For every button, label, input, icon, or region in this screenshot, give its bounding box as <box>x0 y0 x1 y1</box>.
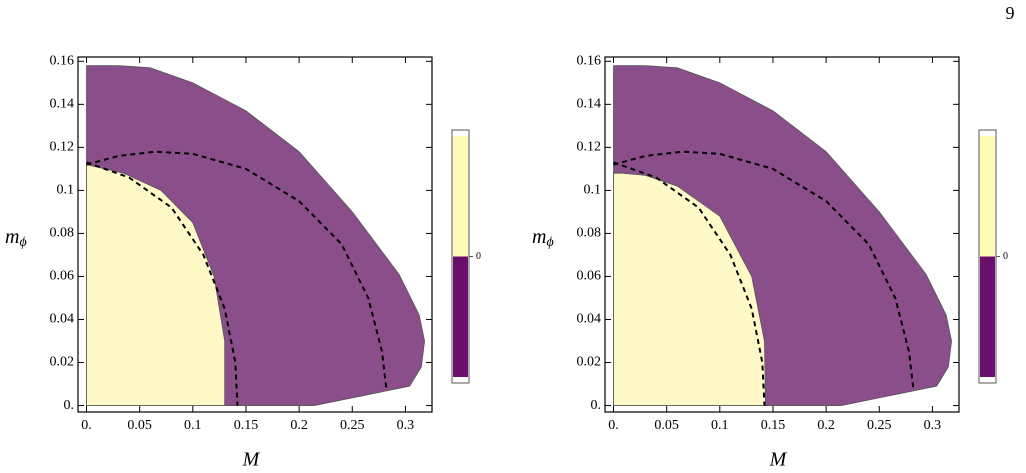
x-tick-label: 0.2 <box>290 418 308 433</box>
colorbar-lower <box>453 256 468 377</box>
x-tick-label: 0.3 <box>924 418 942 433</box>
y-axis-label: mϕ <box>5 226 27 251</box>
y-tick-label: 0.12 <box>50 140 75 155</box>
y-tick-label: 0.02 <box>50 355 75 370</box>
colorbar-lower <box>980 256 995 377</box>
y-tick-label: 0.14 <box>577 97 602 112</box>
y-axis-label-subscript: ϕ <box>19 235 26 250</box>
y-tick-label: 0.04 <box>577 312 602 327</box>
dashed-curve <box>86 161 239 406</box>
x-tick-label: 0.2 <box>817 418 835 433</box>
y-tick-label: 0.16 <box>577 54 602 69</box>
plot: 0. 0.05 0.1 0.15 0.2 0.25 0.3 0. 0.02 0.04 0.06 0.0… <box>532 54 1008 471</box>
y-tick-label: 0.12 <box>577 140 602 155</box>
dashed-curve <box>613 161 766 406</box>
y-tick-label: 0.06 <box>50 269 75 284</box>
colorbar-upper <box>980 136 995 257</box>
y-tick-label: 0.02 <box>577 355 602 370</box>
page-number: 9 <box>1006 3 1015 23</box>
y-tick-label: 0.08 <box>577 226 602 241</box>
x-tick-label: 0.15 <box>761 418 786 433</box>
y-tick-label: 0.1 <box>57 183 75 198</box>
x-tick-label: 0.25 <box>867 418 892 433</box>
y-axis-label-subscript: ϕ <box>546 235 553 250</box>
colorbar-tick-label: 0 <box>476 251 481 262</box>
y-tick-label: 0.14 <box>50 97 75 112</box>
y-tick-label: 0. <box>64 398 75 413</box>
x-tick-label: 0.15 <box>234 418 259 433</box>
y-axis-label-base: m <box>5 226 19 248</box>
dashed-curve <box>86 150 388 389</box>
y-tick-label: 0.04 <box>50 312 75 327</box>
colorbar-upper <box>453 136 468 257</box>
x-axis-label: M <box>242 449 261 471</box>
x-tick-label: 0. <box>608 418 619 433</box>
y-axis-label: mϕ <box>532 226 554 251</box>
y-tick-label: 0. <box>591 398 602 413</box>
x-tick-label: 0.3 <box>397 418 415 433</box>
region <box>613 172 766 406</box>
frame <box>604 56 960 413</box>
y-tick-label: 0.06 <box>577 269 602 284</box>
y-tick-label: 0.08 <box>50 226 75 241</box>
x-tick-label: 0.1 <box>711 418 729 433</box>
y-tick-label: 0.1 <box>584 183 602 198</box>
dashed-curve <box>613 150 915 389</box>
frame <box>77 56 433 413</box>
colorbar-tick-label: 0 <box>1003 251 1008 262</box>
x-axis-label: M <box>769 449 788 471</box>
x-tick-label: 0.25 <box>340 418 365 433</box>
x-tick-label: 0.1 <box>184 418 202 433</box>
plot: 0. 0.05 0.1 0.15 0.2 0.25 0.3 0. 0.02 0.04 0.06 0.0… <box>5 54 481 471</box>
y-axis-label-base: m <box>532 226 546 248</box>
y-tick-label: 0.16 <box>50 54 75 69</box>
x-tick-label: 0.05 <box>127 418 152 433</box>
x-tick-label: 0.05 <box>654 418 679 433</box>
x-tick-label: 0. <box>81 418 92 433</box>
